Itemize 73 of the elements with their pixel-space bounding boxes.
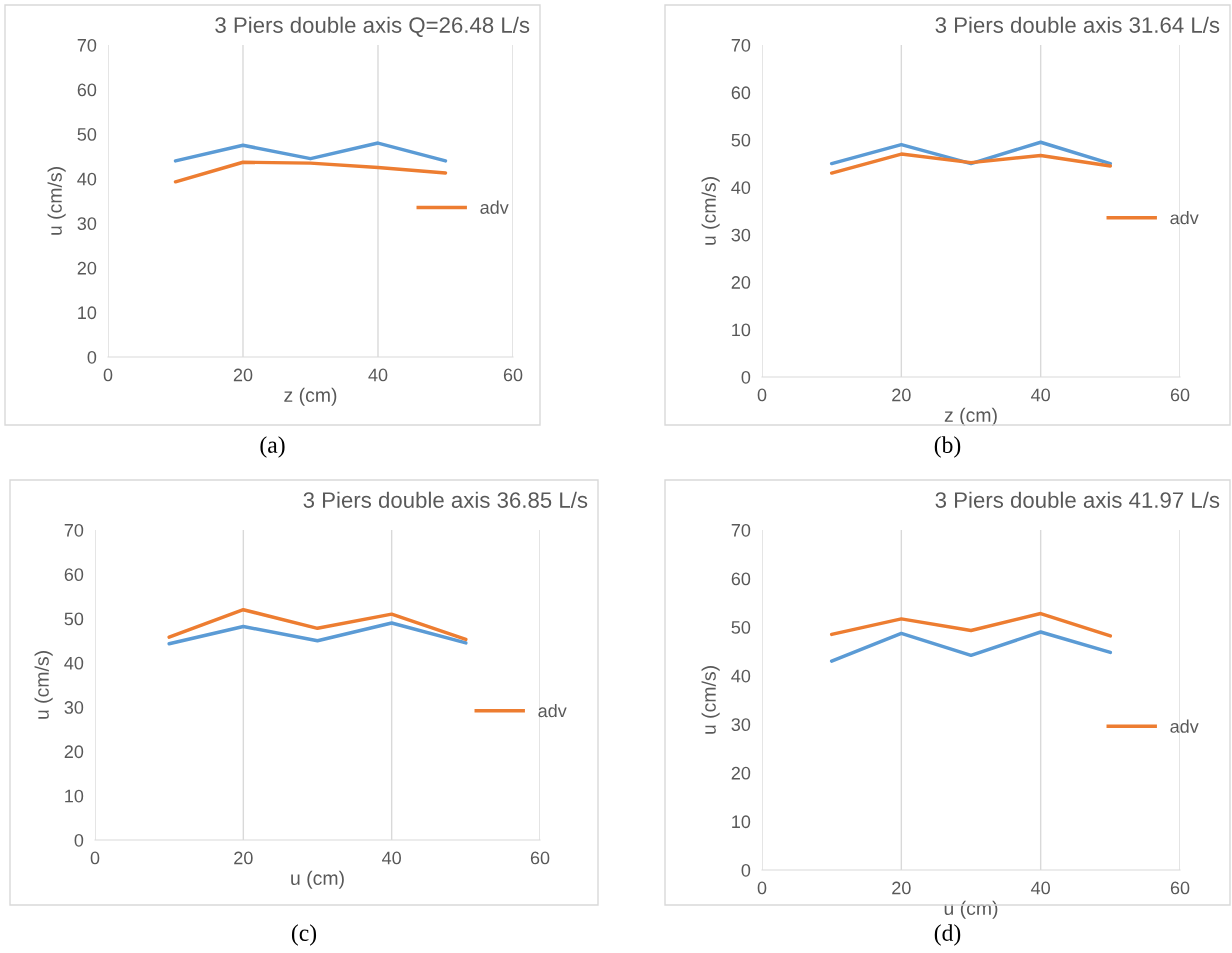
- x-tick-label: 60: [530, 851, 550, 865]
- y-tick-label: 10: [732, 323, 751, 337]
- x-tick-label: 40: [1031, 881, 1050, 895]
- y-axis-title: u (cm/s): [47, 167, 66, 235]
- line-series: [173, 141, 448, 163]
- y-tick-label: 10: [732, 815, 751, 829]
- y-tick-label: 0: [741, 863, 751, 877]
- x-tick-label: 0: [757, 388, 767, 402]
- y-tick-label: 40: [64, 656, 84, 670]
- y-tick-label: 50: [731, 133, 751, 147]
- x-tick-label: 20: [234, 851, 253, 865]
- y-tick-label: 50: [64, 612, 84, 626]
- legend-label: adv: [1170, 719, 1199, 733]
- chart-title: 3 Piers double axis 36.85 L/s: [303, 491, 588, 508]
- y-tick-label: 20: [64, 745, 84, 759]
- y-tick-label: 70: [77, 38, 97, 52]
- legend-label: adv: [538, 703, 567, 718]
- x-axis-title: z (cm): [944, 407, 997, 426]
- legend-label: adv: [1170, 211, 1199, 225]
- y-tick-label: 30: [64, 701, 84, 714]
- y-axis-title: u (cm/s): [701, 666, 720, 734]
- y-axis-title: u (cm/s): [34, 651, 53, 719]
- x-tick-label: 0: [757, 881, 767, 895]
- x-tick-label: 40: [368, 368, 388, 382]
- y-tick-label: 10: [78, 306, 97, 320]
- line-series: [167, 607, 468, 642]
- line-series: [167, 621, 468, 646]
- y-tick-label: 20: [731, 276, 751, 289]
- y-tick-label: 30: [731, 718, 751, 732]
- y-tick-label: 50: [731, 621, 751, 634]
- y-tick-label: 70: [64, 523, 84, 537]
- y-tick-label: 30: [77, 217, 97, 231]
- y-tick-label: 40: [731, 669, 751, 683]
- y-axis-title: u (cm/s): [701, 177, 720, 245]
- text: (d): [934, 924, 961, 946]
- y-tick-label: 70: [731, 523, 751, 537]
- x-axis-title: z (cm): [284, 387, 337, 406]
- text: (a): [260, 436, 285, 458]
- x-tick-label: 40: [382, 851, 401, 865]
- y-tick-label: 30: [731, 228, 751, 242]
- chart-title: 3 Piers double axis 31.64 L/s: [935, 16, 1220, 33]
- y-tick-label: 50: [77, 128, 97, 141]
- x-tick-label: 60: [503, 368, 523, 382]
- line-series: [829, 611, 1113, 638]
- legend-label: adv: [480, 200, 509, 214]
- x-tick-label: 20: [892, 881, 911, 895]
- y-tick-label: 60: [64, 568, 84, 582]
- x-tick-label: 60: [1170, 388, 1190, 402]
- y-tick-label: 40: [731, 181, 751, 195]
- x-tick-label: 20: [233, 368, 253, 382]
- x-tick-label: 20: [892, 388, 911, 402]
- y-tick-label: 10: [65, 789, 84, 803]
- text: (b): [934, 436, 961, 458]
- y-tick-label: 70: [731, 38, 751, 52]
- chart-title: 3 Piers double axis 41.97 L/s: [935, 491, 1220, 508]
- y-tick-label: 60: [731, 86, 751, 100]
- y-tick-label: 20: [77, 261, 97, 275]
- x-tick-label: 0: [103, 368, 113, 382]
- chart-title: 3 Piers double axis Q=26.48 L/s: [215, 16, 530, 37]
- x-tick-label: 40: [1031, 388, 1050, 402]
- line-series: [173, 160, 448, 184]
- line-series: [829, 630, 1113, 663]
- y-tick-label: 60: [731, 572, 751, 586]
- x-axis-title: u (cm): [944, 900, 998, 919]
- x-axis-title: u (cm): [291, 870, 344, 889]
- y-tick-label: 20: [731, 766, 751, 780]
- y-tick-label: 0: [74, 833, 84, 847]
- y-tick-label: 0: [87, 350, 97, 364]
- y-tick-label: 40: [77, 172, 97, 186]
- x-tick-label: 60: [1170, 881, 1190, 895]
- text: (c): [291, 924, 317, 946]
- y-tick-label: 60: [77, 83, 97, 97]
- line-series: [829, 152, 1113, 175]
